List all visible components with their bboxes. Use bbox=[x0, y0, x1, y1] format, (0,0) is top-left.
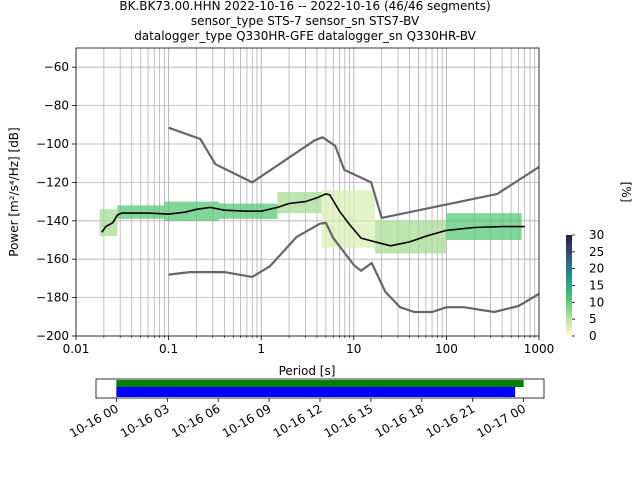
title-line-2: sensor_type STS-7 sensor_sn STS7-BV bbox=[191, 14, 420, 28]
density-cell bbox=[117, 205, 165, 219]
colorbar-tick-label: 10 bbox=[589, 295, 604, 309]
title-line-3: datalogger_type Q330HR-GFE datalogger_sn… bbox=[134, 29, 476, 43]
timeline-tick-label: 10-16 18 bbox=[373, 401, 427, 440]
y-tick-label: −200 bbox=[36, 329, 69, 343]
timeline-tick-label: 10-16 15 bbox=[322, 401, 376, 440]
y-tick-label: −120 bbox=[36, 175, 69, 189]
x-tick-label: 0.01 bbox=[63, 342, 90, 356]
noise-model-high-line bbox=[168, 126, 540, 219]
timeline-tick-label: 10-16 03 bbox=[118, 401, 172, 440]
x-tick-label: 1000 bbox=[524, 342, 555, 356]
psd-coverage-bar bbox=[116, 387, 516, 397]
y-tick-label: −80 bbox=[44, 99, 69, 113]
y-axis-label: Power [m²/s⁴/Hz] [dB] bbox=[7, 127, 21, 256]
y-tick-label: −180 bbox=[36, 291, 69, 305]
colorbar-tick-label: 20 bbox=[589, 262, 604, 276]
x-axis-label: Period [s] bbox=[279, 364, 336, 378]
mean-psd-line bbox=[101, 193, 525, 247]
x-tick-label: 100 bbox=[435, 342, 458, 356]
density-cell bbox=[321, 190, 376, 248]
y-tick-label: −160 bbox=[36, 252, 69, 266]
colorbar-gradient bbox=[566, 235, 572, 336]
title-block: BK.BK73.00.HHN 2022-10-16 -- 2022-10-16 … bbox=[119, 0, 490, 43]
curves bbox=[101, 126, 540, 314]
x-axis: 0.01 0.1 1 10 100 1000 bbox=[63, 336, 555, 356]
y-axis: −60 −80 −100 −120 −140 −160 −180 −200 bbox=[36, 60, 76, 343]
colorbar-ticks: 0 5 10 15 20 25 30 bbox=[572, 228, 604, 343]
y-tick-label: −140 bbox=[36, 214, 69, 228]
ppsd-plot: 0.01 0.1 1 10 100 1000 −60 −80 −100 −120 −140 −160… bbox=[7, 47, 555, 378]
y-tick-label: −60 bbox=[44, 60, 69, 74]
colorbar-tick-label: 30 bbox=[589, 228, 604, 242]
colorbar-tick-label: 15 bbox=[589, 279, 604, 293]
timeline-tick-label: 10-16 00 bbox=[67, 401, 121, 440]
colorbar: 0 5 10 15 20 25 30 [%] bbox=[566, 182, 633, 343]
timeline-tick-label: 10-16 12 bbox=[271, 401, 325, 440]
colorbar-label: [%] bbox=[619, 182, 633, 203]
y-tick-label: −100 bbox=[36, 137, 69, 151]
density-cell bbox=[375, 220, 447, 254]
plot-frame bbox=[75, 47, 540, 337]
noise-model-low-line bbox=[168, 221, 540, 314]
x-tick-label: 0.1 bbox=[159, 342, 178, 356]
timeline-tick-label: 10-17 00 bbox=[474, 401, 528, 440]
x-tick-label: 1 bbox=[257, 342, 265, 356]
colorbar-tick-label: 25 bbox=[589, 245, 604, 259]
data-availability-bar bbox=[116, 380, 524, 387]
timeline-tick-label: 10-16 06 bbox=[169, 401, 223, 440]
colorbar-tick-label: 5 bbox=[589, 312, 597, 326]
x-tick-label: 10 bbox=[346, 342, 361, 356]
title-line-1: BK.BK73.00.HHN 2022-10-16 -- 2022-10-16 … bbox=[119, 0, 490, 13]
timeline-tick-label: 10-16 21 bbox=[424, 401, 478, 440]
colorbar-tick-label: 0 bbox=[589, 329, 597, 343]
timeline-bars bbox=[116, 380, 524, 397]
timeline-tick-label: 10-16 09 bbox=[220, 401, 274, 440]
